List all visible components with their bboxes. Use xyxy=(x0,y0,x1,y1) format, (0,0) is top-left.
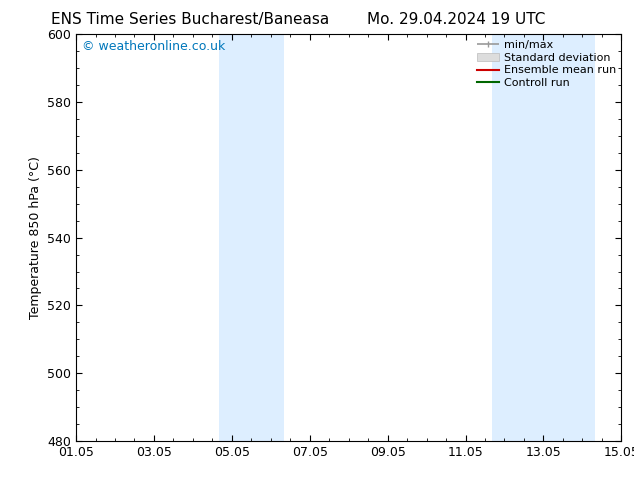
Text: © weatheronline.co.uk: © weatheronline.co.uk xyxy=(82,40,225,53)
Legend: min/max, Standard deviation, Ensemble mean run, Controll run: min/max, Standard deviation, Ensemble me… xyxy=(475,38,618,91)
Text: Mo. 29.04.2024 19 UTC: Mo. 29.04.2024 19 UTC xyxy=(367,12,546,27)
Y-axis label: Temperature 850 hPa (°C): Temperature 850 hPa (°C) xyxy=(29,156,42,319)
Bar xyxy=(491,34,595,441)
Text: ENS Time Series Bucharest/Baneasa: ENS Time Series Bucharest/Baneasa xyxy=(51,12,329,27)
Bar xyxy=(219,34,284,441)
